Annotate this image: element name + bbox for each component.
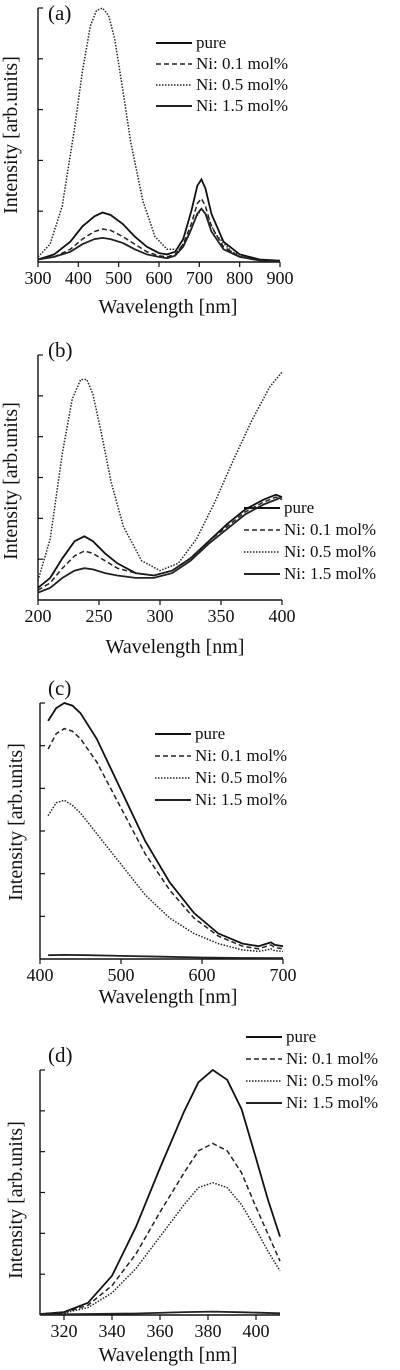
legend-label: Ni: 1.5 mol% bbox=[195, 790, 287, 809]
plot-area: 320 340 360 380 400 pure Ni: 0.1 mol% Ni: 0.5 m… bbox=[39, 1027, 378, 1341]
x-tick-label: 380 bbox=[195, 1321, 222, 1341]
x-tick-label: 400 bbox=[27, 965, 54, 985]
x-tick-label: 300 bbox=[147, 606, 174, 626]
x-tick-label: 360 bbox=[147, 1321, 174, 1341]
series-line bbox=[37, 496, 283, 591]
x-tick-label: 900 bbox=[267, 268, 294, 288]
series-line bbox=[37, 197, 281, 262]
legend-label: pure bbox=[284, 498, 314, 517]
x-tick-label: 700 bbox=[186, 268, 213, 288]
x-tick-label: 320 bbox=[51, 1321, 78, 1341]
panel-label: (d) bbox=[48, 1043, 73, 1067]
series-line bbox=[39, 1142, 281, 1315]
y-axis-label: Intensity [arb.units] bbox=[0, 56, 22, 214]
x-tick-label: 200 bbox=[25, 606, 52, 626]
x-axis-label: Wavelength [nm] bbox=[99, 296, 238, 318]
series-line bbox=[48, 953, 284, 960]
x-tick-label: 500 bbox=[108, 965, 135, 985]
chart-panel-c: (c) Intensity [arb.units] Wavelength [nm… bbox=[5, 676, 297, 1008]
series-line bbox=[37, 371, 283, 581]
panel-label: (a) bbox=[48, 1, 71, 25]
x-tick-label: 800 bbox=[226, 268, 253, 288]
y-axis-label: Intensity [arb.units] bbox=[5, 1121, 27, 1279]
chart-panel-d: (d) Intensity [arb.units] Wavelength [nm… bbox=[5, 1027, 378, 1366]
x-tick-label: 500 bbox=[105, 268, 132, 288]
series-line bbox=[47, 727, 284, 950]
plot-area: 300 400 500 600 700 800 900 pure Ni: 0.1 mol% Ni:… bbox=[25, 7, 294, 288]
legend-label: Ni: 0.5 mol% bbox=[286, 1071, 378, 1090]
x-tick-label: 600 bbox=[189, 965, 216, 985]
legend-label: Ni: 1.5 mol% bbox=[196, 96, 288, 115]
x-tick-label: 400 bbox=[243, 1321, 270, 1341]
panel-label: (c) bbox=[48, 676, 71, 700]
x-tick-label: 600 bbox=[146, 268, 173, 288]
legend-label: Ni: 0.1 mol% bbox=[196, 54, 288, 73]
y-axis-label: Intensity [arb.units] bbox=[0, 402, 22, 560]
legend-label: Ni: 0.1 mol% bbox=[284, 520, 376, 539]
legend-label: Ni: 0.1 mol% bbox=[195, 746, 287, 765]
x-tick-label: 350 bbox=[208, 606, 235, 626]
legend-label: pure bbox=[286, 1027, 316, 1046]
x-tick-label: 250 bbox=[86, 606, 113, 626]
legend-label: Ni: 1.5 mol% bbox=[284, 564, 376, 583]
legend-label: Ni: 0.5 mol% bbox=[196, 75, 288, 94]
series-line bbox=[39, 1068, 281, 1315]
series-line bbox=[37, 496, 283, 594]
y-axis-label: Intensity [arb.units] bbox=[5, 743, 27, 901]
series-line bbox=[47, 799, 284, 953]
plot-area: 200 250 300 350 400 pure Ni: 0.1 mol% Ni: 0.5 m… bbox=[25, 354, 376, 626]
chart-panel-b: (b) Intensity [arb.units] Wavelength [nm… bbox=[0, 338, 376, 658]
legend-label: pure bbox=[196, 33, 226, 52]
x-tick-label: 400 bbox=[269, 606, 296, 626]
x-axis-label: Wavelength [nm] bbox=[99, 1344, 238, 1366]
series-line bbox=[47, 702, 284, 948]
panel-label: (b) bbox=[48, 338, 73, 362]
legend-label: pure bbox=[195, 724, 225, 743]
x-tick-label: 400 bbox=[65, 268, 92, 288]
legend-label: Ni: 1.5 mol% bbox=[286, 1093, 378, 1112]
series-line bbox=[39, 1310, 281, 1316]
series-line bbox=[37, 177, 281, 262]
series-line bbox=[39, 1181, 281, 1316]
legend-label: Ni: 0.5 mol% bbox=[284, 542, 376, 561]
legend-label: Ni: 0.1 mol% bbox=[286, 1049, 378, 1068]
x-tick-label: 700 bbox=[270, 965, 297, 985]
x-axis-label: Wavelength [nm] bbox=[99, 986, 238, 1008]
chart-panel-a: (a) Intensity [arb.units] Wavelength [nm… bbox=[0, 1, 294, 318]
plot-area: 400 500 600 700 pure Ni: 0.1 mol% Ni: 0.5 mol%… bbox=[27, 702, 297, 985]
series-line bbox=[37, 207, 281, 263]
x-tick-label: 300 bbox=[25, 268, 52, 288]
series-line bbox=[37, 7, 281, 262]
x-tick-label: 340 bbox=[99, 1321, 126, 1341]
x-axis-label: Wavelength [nm] bbox=[106, 636, 245, 658]
legend-label: Ni: 0.5 mol% bbox=[195, 768, 287, 787]
